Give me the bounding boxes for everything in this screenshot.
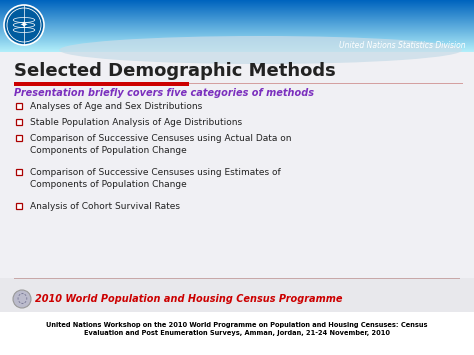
Bar [0,42,474,43]
Bar [0,33,474,34]
Bar [0,40,474,41]
Text: Selected Demographic Methods: Selected Demographic Methods [14,62,336,80]
Bar [16,169,22,175]
Bar [14,278,460,279]
Bar [0,32,474,33]
Bar [0,41,474,42]
Bar [0,7,474,8]
Bar [0,46,474,47]
Bar [0,49,474,50]
Bar [0,29,474,30]
Bar [0,27,474,28]
Bar [0,5,474,6]
Bar [0,48,474,49]
Bar [0,12,474,13]
Text: Presentation briefly covers five categories of methods: Presentation briefly covers five categor… [14,88,314,98]
Circle shape [4,5,44,45]
Ellipse shape [59,36,462,64]
Bar [0,19,474,20]
Bar [0,21,474,22]
Bar [0,51,474,52]
Bar [14,82,189,86]
Text: Comparison of Successive Censuses using Actual Data on
Components of Population : Comparison of Successive Censuses using … [30,134,292,155]
Bar [0,26,474,27]
Bar [0,11,474,12]
Bar [0,22,474,23]
Bar [0,28,474,29]
Bar [16,103,22,109]
Bar [0,34,474,35]
Bar [16,135,22,141]
Bar [0,20,474,21]
Text: United Nations Workshop on the 2010 World Programme on Population and Housing Ce: United Nations Workshop on the 2010 Worl… [46,322,428,337]
Bar [0,45,474,46]
Text: United Nations Statistics Division: United Nations Statistics Division [339,42,466,50]
Bar [0,36,474,37]
Bar [0,38,474,39]
Bar [0,4,474,5]
Bar [0,44,474,45]
Bar [0,43,474,44]
Text: Analysis of Cohort Survival Rates: Analysis of Cohort Survival Rates [30,202,180,211]
Bar [0,15,474,16]
Bar [0,3,474,4]
Bar [189,83,463,84]
Text: Stable Population Analysis of Age Distributions: Stable Population Analysis of Age Distri… [30,118,242,127]
Text: ✦: ✦ [20,21,28,31]
Bar [0,14,474,15]
Bar [0,50,474,51]
Text: 2010 World Population and Housing Census Programme: 2010 World Population and Housing Census… [35,294,343,304]
Circle shape [13,290,31,308]
Bar [0,17,474,18]
Bar [0,278,474,355]
Bar [0,47,474,48]
Bar [0,25,474,26]
Bar [0,31,474,32]
Bar [0,10,474,11]
Text: ◌: ◌ [17,293,27,306]
Bar [16,203,22,209]
Bar [0,13,474,14]
Bar [0,312,474,355]
Bar [0,39,474,40]
Bar [0,6,474,7]
Bar [0,24,474,25]
Bar [0,9,474,10]
Bar [0,0,474,1]
Bar [0,18,474,19]
Bar [0,8,474,9]
Text: Analyses of Age and Sex Distributions: Analyses of Age and Sex Distributions [30,102,202,111]
Bar [16,119,22,125]
Text: Comparison of Successive Censuses using Estimates of
Components of Population Ch: Comparison of Successive Censuses using … [30,168,281,189]
Bar [0,16,474,17]
Bar [0,37,474,38]
Bar [0,35,474,36]
Bar [0,1,474,2]
Bar [0,30,474,31]
Bar [0,2,474,3]
Bar [0,52,474,355]
Bar [0,23,474,24]
